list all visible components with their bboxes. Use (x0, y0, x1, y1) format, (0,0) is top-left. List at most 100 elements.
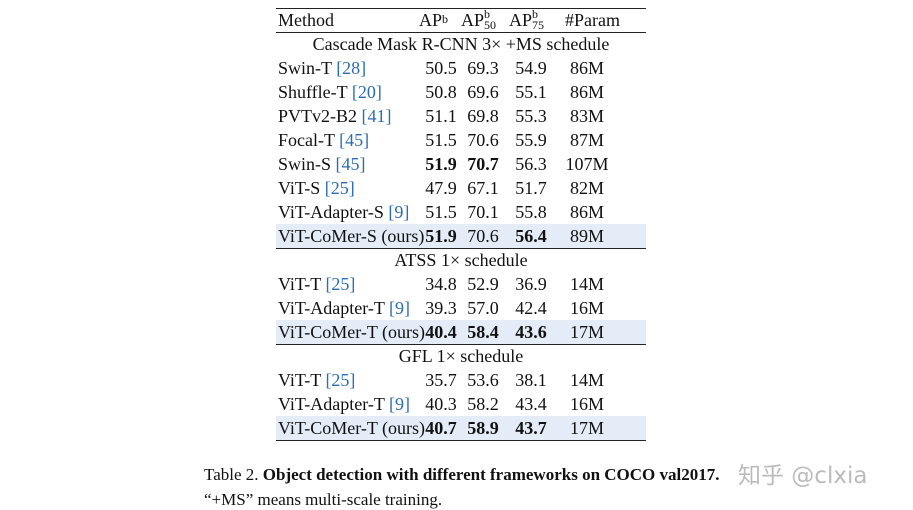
value-cell: 58.4 (467, 322, 499, 342)
bottom-rule (276, 440, 646, 441)
method-cell: ViT-S [25] (278, 176, 355, 200)
method-name: ViT-T (278, 274, 321, 294)
header-text: AP (419, 10, 443, 30)
value-cell: 43.7 (515, 418, 547, 438)
table-row: Swin-T [28] 50.5 69.3 54.9 86M (276, 56, 646, 80)
value-cell: 70.6 (467, 226, 499, 246)
method-name: PVTv2-B2 (278, 106, 358, 126)
value-cell: 39.3 (425, 298, 457, 318)
table-row: ViT-CoMer-T (ours) 40.7 58.9 43.7 17M (276, 416, 646, 440)
value-cell: 70.7 (467, 154, 499, 174)
header-sup: b (532, 6, 539, 21)
section-title: GFL 1× schedule (398, 346, 524, 366)
value-cell: 89M (569, 226, 604, 246)
header-scripts: b (442, 12, 449, 27)
header-cell: AP b 50 (461, 8, 496, 33)
citation: [9] (389, 298, 411, 318)
value-cell: 69.6 (467, 82, 499, 102)
header-cell: Method (278, 8, 334, 32)
value-cell: 43.6 (515, 322, 547, 342)
method-cell: ViT-Adapter-T [9] (278, 296, 410, 320)
value-cell: 51.5 (425, 130, 457, 150)
value-cell: 50.5 (425, 58, 457, 78)
value-cell: 43.4 (515, 394, 547, 414)
method-cell: ViT-CoMer-T (ours) (278, 320, 425, 344)
header-sub: 50 (484, 17, 497, 32)
value-cell: 53.6 (467, 370, 499, 390)
section-rule (276, 344, 646, 345)
table-row: Focal-T [45] 51.5 70.6 55.9 87M (276, 128, 646, 152)
caption: Table 2. Object detection with different… (204, 462, 734, 510)
table-row: ViT-CoMer-S (ours) 51.9 70.6 56.4 89M (276, 224, 646, 248)
method-cell: ViT-Adapter-S [9] (278, 200, 409, 224)
value-cell: 69.3 (467, 58, 499, 78)
table-row: ViT-Adapter-T [9] 39.3 57.0 42.4 16M (276, 296, 646, 320)
citation: [25] (324, 178, 355, 198)
method-cell: ViT-T [25] (278, 272, 355, 296)
method-cell: ViT-T [25] (278, 368, 355, 392)
value-cell: 40.7 (425, 418, 457, 438)
table-row: ViT-T [25] 35.7 53.6 38.1 14M (276, 368, 646, 392)
method-name: ViT-CoMer-S (ours) (278, 226, 425, 246)
value-cell: 55.3 (515, 106, 547, 126)
value-cell: 55.8 (515, 202, 547, 222)
value-cell: 40.4 (425, 322, 457, 342)
header-sup: b (442, 12, 449, 27)
value-cell: 87M (569, 130, 604, 150)
table-row: Swin-S [45] 51.9 70.7 56.3 107M (276, 152, 646, 176)
method-name: ViT-S (278, 178, 321, 198)
method-cell: Swin-S [45] (278, 152, 366, 176)
method-name: ViT-CoMer-T (ours) (278, 418, 426, 438)
value-cell: 47.9 (425, 178, 457, 198)
table-row: ViT-S [25] 47.9 67.1 51.7 82M (276, 176, 646, 200)
section-title: Cascade Mask R-CNN 3× +MS schedule (312, 34, 610, 54)
method-cell: Focal-T [45] (278, 128, 369, 152)
method-name: ViT-Adapter-S (278, 202, 384, 222)
citation: [9] (388, 202, 410, 222)
method-cell: ViT-CoMer-S (ours) (278, 224, 424, 248)
method-name: ViT-Adapter-T (278, 298, 385, 318)
method-name: ViT-CoMer-T (ours) (278, 322, 426, 342)
header-row: Method AP b AP b 50 AP b 75 #Param (276, 8, 646, 32)
value-cell: 86M (569, 58, 604, 78)
top-rule (276, 8, 646, 9)
citation: [28] (336, 58, 367, 78)
value-cell: 51.9 (425, 226, 457, 246)
value-cell: 70.1 (467, 202, 499, 222)
value-cell: 36.9 (515, 274, 547, 294)
caption-text: “+MS” means multi-scale training. (204, 490, 443, 509)
value-cell: 55.9 (515, 130, 547, 150)
table-row: ViT-Adapter-S [9] 51.5 70.1 55.8 86M (276, 200, 646, 224)
value-cell: 51.1 (425, 106, 457, 126)
value-cell: 58.2 (467, 394, 499, 414)
value-cell: 82M (569, 178, 604, 198)
citation: [25] (325, 274, 356, 294)
value-cell: 56.3 (515, 154, 547, 174)
section-rule (276, 248, 646, 249)
value-cell: 38.1 (515, 370, 547, 390)
citation: [41] (361, 106, 392, 126)
header-sup: b (484, 6, 491, 21)
value-cell: 69.8 (467, 106, 499, 126)
value-cell: 54.9 (515, 58, 547, 78)
value-cell: 86M (569, 202, 604, 222)
value-cell: 34.8 (425, 274, 457, 294)
table-row: ViT-T [25] 34.8 52.9 36.9 14M (276, 272, 646, 296)
value-cell: 58.9 (467, 418, 499, 438)
citation: [25] (325, 370, 356, 390)
watermark: 知乎 @clxia (738, 463, 868, 489)
method-name: ViT-Adapter-T (278, 394, 385, 414)
header-cell: AP b (419, 8, 448, 32)
caption-title: Object detection with different framewor… (262, 465, 720, 484)
value-cell: 51.9 (425, 154, 457, 174)
value-cell: 51.7 (515, 178, 547, 198)
caption-label: Table 2. (204, 465, 259, 484)
header-sub: 75 (532, 17, 545, 32)
value-cell: 70.6 (467, 130, 499, 150)
header-text: #Param (565, 10, 620, 30)
header-scripts: b 50 (484, 6, 497, 32)
method-cell: ViT-Adapter-T [9] (278, 392, 410, 416)
table-row: ViT-CoMer-T (ours) 40.4 58.4 43.6 17M (276, 320, 646, 344)
method-cell: Shuffle-T [20] (278, 80, 382, 104)
